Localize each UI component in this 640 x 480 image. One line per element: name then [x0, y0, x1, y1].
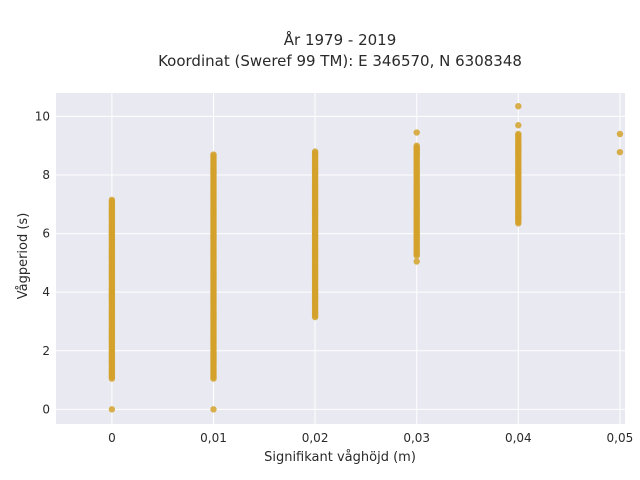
data-point	[311, 148, 319, 155]
data-point	[616, 130, 624, 138]
data-point	[413, 258, 420, 265]
data-point	[108, 406, 116, 413]
y-tick-label: 4	[42, 285, 50, 299]
data-point	[210, 151, 217, 158]
data-point	[413, 129, 420, 136]
y-tick-label: 10	[35, 109, 50, 123]
data-point	[616, 148, 624, 156]
data-point	[515, 102, 522, 110]
x-tick-label: 0,03	[403, 431, 430, 445]
data-point	[413, 145, 420, 152]
x-tick-label: 0	[108, 431, 116, 445]
y-tick-label: 6	[42, 227, 50, 241]
x-axis-label: Signifikant våghöjd (m)	[264, 450, 416, 465]
data-points	[108, 102, 624, 413]
data-point	[515, 214, 522, 221]
x-tick-label: 0,04	[505, 431, 532, 445]
y-axis-label: Vågperiod (s)	[16, 213, 31, 300]
y-tick-label: 2	[42, 344, 50, 358]
data-point	[515, 122, 522, 129]
plot-area	[56, 93, 625, 424]
data-point	[413, 149, 420, 157]
chart-title: År 1979 - 2019	[284, 30, 397, 49]
x-tick-label: 0,02	[302, 431, 329, 445]
x-tick-label: 0,05	[607, 431, 634, 445]
x-axis-ticks: 0 0,01 0,02 0,03 0,04 0,05	[108, 431, 633, 445]
data-point	[108, 196, 116, 204]
grid-lines	[56, 93, 625, 424]
y-tick-label: 8	[42, 168, 50, 182]
y-tick-label: 0	[42, 402, 50, 416]
chart-subtitle: Koordinat (Sweref 99 TM): E 346570, N 63…	[158, 52, 522, 70]
data-point	[515, 130, 522, 138]
x-tick-label: 0,01	[200, 431, 227, 445]
data-point	[210, 406, 217, 413]
y-axis-ticks: 0 2 4 6 8 10	[35, 109, 50, 416]
